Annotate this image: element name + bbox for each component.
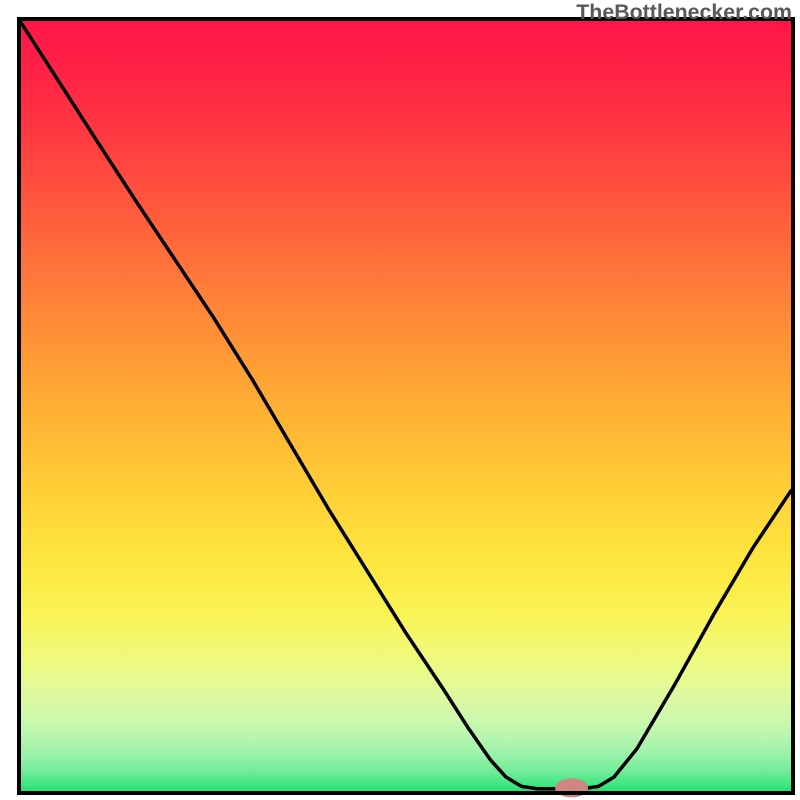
bottleneck-chart [0,0,800,800]
chart-container: TheBottlenecker.com [0,0,800,800]
watermark-text: TheBottlenecker.com [576,0,792,25]
gradient-background [21,21,791,791]
